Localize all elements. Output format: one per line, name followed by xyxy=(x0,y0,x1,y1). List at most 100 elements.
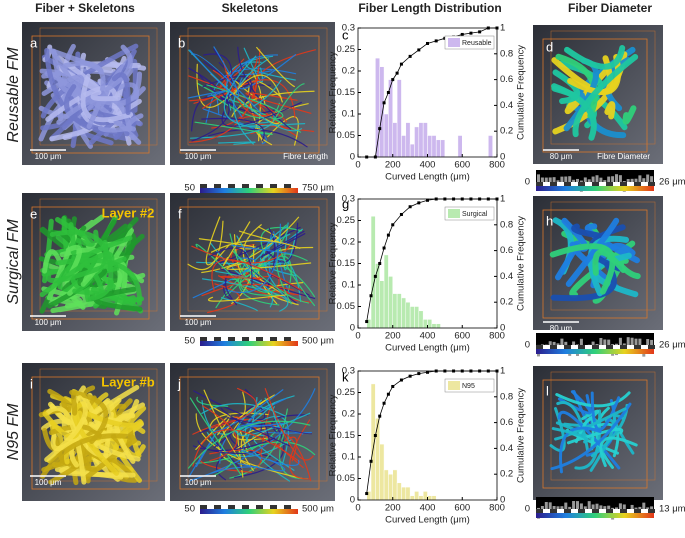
bar xyxy=(392,293,398,329)
colorbar-check xyxy=(543,509,550,513)
fiber xyxy=(574,416,595,451)
bar xyxy=(427,495,433,501)
colorbar-hist-bar xyxy=(638,338,642,348)
label: 100 μm xyxy=(35,152,62,161)
colorbar-check xyxy=(263,505,270,509)
colorbar-check xyxy=(256,184,263,188)
colorbar-check xyxy=(228,337,235,341)
bounding-box xyxy=(39,368,158,482)
fiber xyxy=(41,456,87,485)
bar xyxy=(422,122,428,158)
colorbar-check xyxy=(585,509,592,513)
y-tick-label: 0.25 xyxy=(337,44,356,55)
panel-letter: b xyxy=(178,35,185,50)
fiber xyxy=(265,222,299,263)
fiber xyxy=(69,389,109,444)
fiber xyxy=(206,432,293,458)
colorbar-check xyxy=(291,505,298,509)
colorbar-hist-bar xyxy=(626,337,630,346)
fiber xyxy=(222,221,251,267)
y-axis-title: Relative Frequency xyxy=(328,394,339,476)
label: 0 xyxy=(525,177,530,188)
legend-label: N95 xyxy=(462,383,475,390)
cumulative-marker xyxy=(391,78,395,82)
colorbar-hist-bar xyxy=(564,176,568,186)
cumulative-marker xyxy=(386,392,390,396)
colorbar-check xyxy=(606,182,613,186)
row-label: Reusable FM xyxy=(5,47,22,143)
colorbar-check xyxy=(585,182,592,186)
bar xyxy=(370,383,376,501)
colorbar-check xyxy=(564,509,571,513)
colorbar-check xyxy=(228,505,235,509)
fiber xyxy=(226,255,292,297)
colorbar-check xyxy=(277,505,284,509)
colorbar-check xyxy=(557,345,564,349)
bar xyxy=(401,486,407,501)
cumulative-marker xyxy=(399,62,403,66)
bar xyxy=(370,215,376,329)
colorbar-hist-bar xyxy=(618,175,622,185)
bar xyxy=(375,263,380,329)
bounding-box xyxy=(179,35,320,154)
fiber xyxy=(590,391,621,432)
cumulative-marker xyxy=(469,31,473,35)
colorbar-check xyxy=(214,184,221,188)
x-tick-label: 200 xyxy=(385,503,401,514)
fiber xyxy=(572,53,639,138)
panel-letter: k xyxy=(342,369,349,384)
fiber xyxy=(278,224,316,307)
colorbar-check xyxy=(550,345,557,349)
cumulative-marker xyxy=(378,262,382,265)
colorbar-check xyxy=(641,182,648,186)
y2-tick-label: 0.6 xyxy=(500,417,513,428)
label: 50 xyxy=(184,183,195,194)
fiber xyxy=(206,84,284,120)
colorbar xyxy=(200,188,298,193)
colorbar-check xyxy=(564,182,571,186)
colorbar-check xyxy=(221,184,228,188)
colorbar-check xyxy=(571,345,578,349)
fiber xyxy=(187,90,226,99)
fiber xyxy=(224,279,238,306)
colorbar-check xyxy=(277,337,284,341)
bar xyxy=(396,79,402,158)
colorbar-check xyxy=(606,509,613,513)
colorbar-check xyxy=(585,345,592,349)
colorbar-check xyxy=(648,345,655,349)
colorbar-check xyxy=(249,337,256,341)
fiber xyxy=(564,45,626,70)
colorbar-check xyxy=(543,182,550,186)
fiber xyxy=(206,283,241,314)
colorbar-check xyxy=(620,182,627,186)
fiber xyxy=(272,406,281,429)
fiber xyxy=(195,427,280,464)
label: 750 μm xyxy=(302,183,334,194)
bar xyxy=(383,469,389,501)
chart: 0 200 400 600 80000.050.10.150.20.250.300.20… xyxy=(328,366,527,526)
colorbar-hist-bar xyxy=(650,339,654,349)
y2-tick-label: 0 xyxy=(500,323,505,334)
colorbar-hist-bar xyxy=(638,175,642,186)
label: Layer #b xyxy=(101,374,155,389)
colorbar-hist-bar xyxy=(595,503,599,513)
x-tick-label: 800 xyxy=(489,503,505,514)
cumulative-marker xyxy=(460,32,464,36)
fiber xyxy=(77,219,117,287)
colorbar-check xyxy=(578,182,585,186)
colorbar-check xyxy=(627,345,634,349)
fiber xyxy=(192,429,301,467)
fiber xyxy=(210,239,301,253)
y2-tick-label: 0.2 xyxy=(500,469,513,480)
label: 100 μm xyxy=(35,318,62,327)
fiber xyxy=(201,216,300,274)
fiber xyxy=(555,53,598,119)
y2-tick-label: 1 xyxy=(500,194,505,205)
fiber xyxy=(264,388,314,461)
bar xyxy=(405,301,411,329)
fiber xyxy=(207,247,253,286)
y2-tick-label: 1 xyxy=(500,23,505,34)
cumulative-marker xyxy=(369,294,373,298)
label: 50 xyxy=(184,504,195,515)
